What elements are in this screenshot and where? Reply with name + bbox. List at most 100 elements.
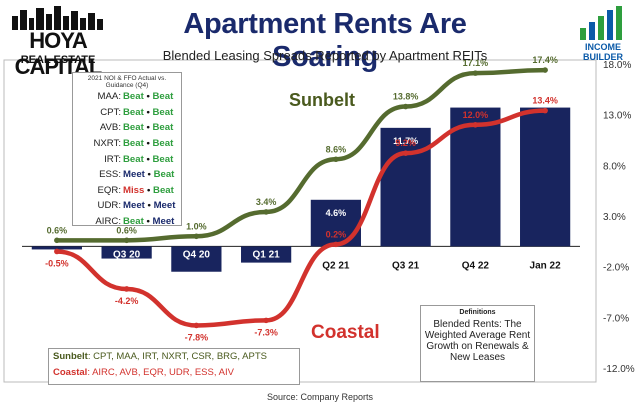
- guidance-result: Beat • Beat: [121, 138, 173, 149]
- guidance-reit-name: MAA:: [97, 91, 121, 103]
- sunbelt-point: [472, 70, 479, 76]
- guidance-result: Beat • Beat: [121, 107, 173, 118]
- guidance-row: UDR: Meet • Meet: [73, 198, 181, 214]
- guidance-row: AVB: Beat • Beat: [73, 120, 181, 136]
- guidance-noi-result: Meet: [123, 169, 145, 181]
- region-legend: Sunbelt: CPT, MAA, IRT, NXRT, CSR, BRG, …: [48, 348, 300, 385]
- bar: [171, 246, 222, 272]
- sunbelt-data-label: 17.4%: [532, 55, 558, 65]
- guidance-ffo-result: Beat: [152, 91, 174, 103]
- guidance-ffo-result: Beat: [152, 122, 174, 134]
- sunbelt-data-label: 17.1%: [463, 58, 489, 68]
- guidance-reit-name: UDR:: [97, 200, 121, 212]
- definitions-box: Definitions Blended Rents: The Weighted …: [420, 305, 535, 382]
- coastal-data-label: -0.5%: [45, 258, 69, 268]
- guidance-ffo-result: Beat: [153, 184, 174, 196]
- y-tick-label: -2.0%: [603, 263, 629, 274]
- guidance-row: EQR: Miss • Beat: [73, 183, 181, 199]
- legend-sunbelt-row: Sunbelt: CPT, MAA, IRT, NXRT, CSR, BRG, …: [49, 349, 299, 365]
- guidance-row: ESS: Meet • Beat: [73, 167, 181, 183]
- definitions-text: Blended Rents: The Weighted Average Rent…: [424, 319, 531, 363]
- coastal-point: [542, 107, 548, 114]
- separator-dot-icon: •: [143, 122, 153, 134]
- coastal-data-label: 12.0%: [463, 110, 489, 120]
- guidance-result: Beat • Beat: [121, 91, 173, 102]
- y-tick-label: 18.0%: [603, 60, 631, 71]
- sunbelt-series-label: Sunbelt: [289, 90, 355, 110]
- sunbelt-data-label: 0.6%: [116, 225, 137, 235]
- y-tick-label: 3.0%: [603, 212, 626, 223]
- bar-data-label: 4.6%: [326, 208, 347, 218]
- y-tick-label: -12.0%: [603, 364, 635, 375]
- separator-dot-icon: •: [143, 216, 153, 228]
- guidance-row: IRT: Beat • Beat: [73, 151, 181, 167]
- sunbelt-data-label: 3.4%: [256, 197, 277, 207]
- guidance-ffo-result: Beat: [152, 153, 174, 165]
- guidance-row: NXRT: Beat • Beat: [73, 136, 181, 152]
- guidance-noi-result: Meet: [123, 200, 145, 212]
- coastal-data-label: 13.4%: [532, 96, 558, 106]
- coastal-data-label: 0.2%: [326, 229, 347, 239]
- guidance-noi-result: Beat: [123, 91, 144, 103]
- guidance-noi-result: Beat: [123, 138, 144, 150]
- coastal-point: [472, 122, 479, 128]
- x-tick-label: Q4 20: [183, 249, 211, 260]
- y-tick-label: -7.0%: [603, 313, 629, 324]
- coastal-series-label: Coastal: [311, 322, 380, 343]
- guidance-header: 2021 NOI & FFO Actual vs. Guidance (Q4): [87, 75, 167, 89]
- logo-subname: REAL ESTATE: [20, 54, 96, 66]
- guidance-reit-name: ESS:: [99, 169, 121, 181]
- bar: [31, 246, 82, 250]
- separator-dot-icon: •: [144, 200, 154, 212]
- separator-dot-icon: •: [143, 138, 153, 150]
- coastal-data-label: -7.3%: [254, 327, 278, 337]
- coastal-line: [54, 108, 548, 328]
- chart-title: Apartment Rents Are Soaring: [183, 8, 467, 73]
- y-tick-label: 8.0%: [603, 161, 626, 172]
- guidance-reit-name: IRT:: [104, 153, 121, 165]
- legend-sunbelt-key: Sunbelt: [53, 351, 88, 362]
- guidance-noi-result: Beat: [123, 153, 144, 165]
- guidance-rows: MAA: Beat • Beat CPT: Beat • Beat AVB: Beat •…: [73, 89, 181, 229]
- bar: [520, 107, 571, 247]
- logo-name: INCOME BUILDER: [583, 42, 623, 62]
- bar: [101, 246, 152, 259]
- coastal-data-label: -4.2%: [115, 296, 139, 306]
- legend-sunbelt-list: : CPT, MAA, IRT, NXRT, CSR, BRG, APTS: [87, 351, 267, 362]
- separator-dot-icon: •: [144, 169, 154, 181]
- guidance-reit-name: EQR:: [97, 184, 121, 196]
- separator-dot-icon: •: [143, 106, 153, 118]
- bar: [450, 107, 501, 247]
- sunbelt-point: [333, 156, 339, 163]
- separator-dot-icon: •: [144, 184, 154, 196]
- guidance-reit-name: AVB:: [99, 122, 121, 134]
- sunbelt-point: [193, 233, 200, 240]
- plot-frame: [3, 59, 597, 383]
- x-tick-label: Q3 21: [392, 260, 420, 271]
- bar: [310, 199, 361, 247]
- guidance-result: Beat • Beat: [121, 122, 173, 133]
- x-tick-label: Jan 22: [530, 260, 562, 271]
- sunbelt-data-label: 1.0%: [186, 221, 207, 231]
- chart-subtitle: Blended Leasing Spreads Reported by Apar…: [162, 48, 488, 63]
- guidance-noi-result: Beat: [123, 216, 144, 228]
- sunbelt-data-label: 0.6%: [47, 225, 68, 235]
- guidance-result: Beat • Meet: [121, 216, 174, 227]
- guidance-ffo-result: Meet: [152, 216, 175, 228]
- guidance-result: Meet • Meet: [121, 200, 175, 211]
- bar: [241, 246, 292, 263]
- guidance-result: Meet • Beat: [121, 169, 174, 180]
- guidance-reit-name: AIRC:: [95, 216, 121, 228]
- guidance-ffo-result: Beat: [153, 169, 175, 181]
- skyline-icon: [12, 6, 103, 30]
- sunbelt-data-label: 13.8%: [393, 92, 419, 102]
- income-builder-logo: INCOME BUILDER: [568, 4, 638, 62]
- guidance-reit-name: NXRT:: [93, 138, 121, 150]
- legend-coastal-list: : AIRC, AVB, EQR, UDR, ESS, AIV: [87, 367, 234, 378]
- guidance-ffo-result: Beat: [152, 138, 174, 150]
- guidance-box: 2021 NOI & FFO Actual vs. Guidance (Q4) …: [72, 72, 182, 229]
- x-tick-label: Q3 20: [113, 249, 141, 260]
- guidance-row: CPT: Beat • Beat: [73, 105, 181, 121]
- legend-coastal-row: Coastal: AIRC, AVB, EQR, UDR, ESS, AIV: [49, 365, 299, 381]
